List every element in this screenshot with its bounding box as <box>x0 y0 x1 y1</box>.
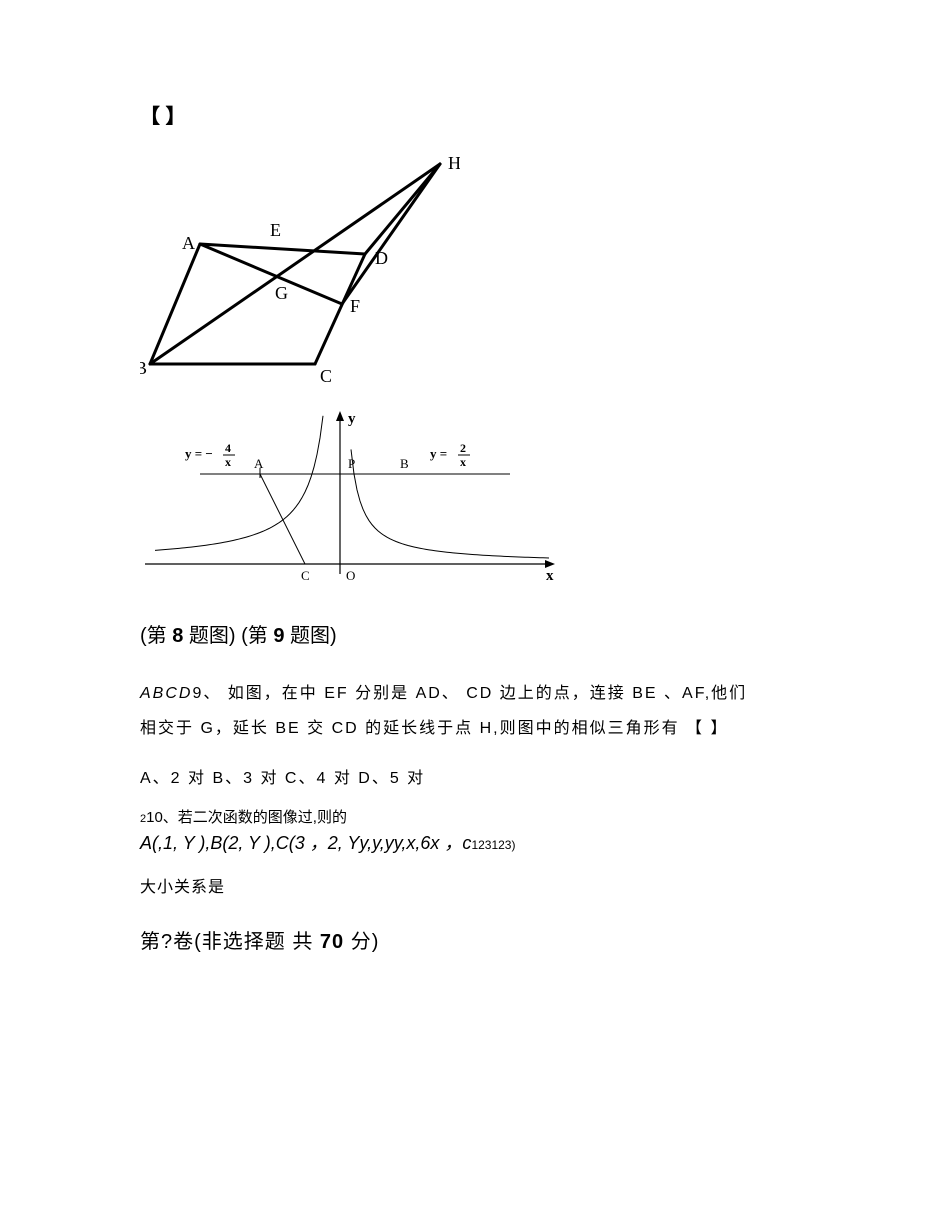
caption-n2: 9 <box>273 625 284 647</box>
q9-lead-rest: 9、 如图，在中 EF 分别是 AD、 CD 边上的点，连接 BE 、AF,他们 <box>192 685 747 702</box>
svg-text:G: G <box>275 283 288 303</box>
caption-pre1: (第 <box>140 625 172 647</box>
svg-text:B: B <box>140 358 147 378</box>
svg-text:A: A <box>182 233 195 253</box>
q9-italic-lead: ABCD <box>140 685 192 702</box>
svg-text:x: x <box>460 455 466 469</box>
q10-line2-main: A(,1, Y ),B(2, Y ),C(3 ，2, Yy,y,yy,x,6x … <box>140 833 471 853</box>
figure-8: A B C D E F G H <box>140 149 810 399</box>
section-num: 70 <box>320 931 344 953</box>
svg-text:C: C <box>320 366 332 386</box>
q10-line1-rest: 10、若二次函数的图像过,则的 <box>146 809 347 826</box>
q9-line2: 相交于 G，延长 BE 交 CD 的延长线于点 H,则图中的相似三角形有 【 】 <box>140 720 728 737</box>
caption-post: 题图) <box>284 625 336 647</box>
svg-text:O: O <box>346 568 355 583</box>
section-2-title: 第?卷(非选择题 共 70 分) <box>140 925 810 954</box>
svg-text:y = −: y = − <box>185 446 213 461</box>
svg-text:E: E <box>270 220 281 240</box>
question-10-line1: 210、若二次函数的图像过,则的 <box>140 806 810 827</box>
section-post: 分) <box>344 931 379 953</box>
q10-line2-sub: 123123) <box>471 838 515 852</box>
svg-text:x: x <box>546 568 554 584</box>
caption-n1: 8 <box>172 625 183 647</box>
svg-text:F: F <box>350 296 360 316</box>
svg-text:4: 4 <box>225 441 231 455</box>
svg-text:D: D <box>375 248 388 268</box>
figure-caption: (第 8 题图) (第 9 题图) <box>140 619 810 648</box>
svg-text:A: A <box>254 456 264 471</box>
svg-text:P: P <box>348 456 355 471</box>
svg-text:y: y <box>348 411 356 427</box>
svg-text:2: 2 <box>460 441 466 455</box>
svg-text:C: C <box>301 568 310 583</box>
question-10-line3: 大小关系是 <box>140 873 810 897</box>
svg-text:H: H <box>448 153 460 173</box>
svg-text:x: x <box>225 455 231 469</box>
svg-text:B: B <box>400 456 409 471</box>
answer-bracket: 【 】 <box>140 100 810 129</box>
question-9: ABCD9、 如图，在中 EF 分别是 AD、 CD 边上的点，连接 BE 、A… <box>140 676 810 746</box>
caption-mid1: 题图) (第 <box>183 625 273 647</box>
svg-text:y =: y = <box>430 446 447 461</box>
question-9-choices: A、2 对 B、3 对 C、4 对 D、5 对 <box>140 764 810 788</box>
section-pre: 第?卷(非选择题 共 <box>140 931 320 953</box>
question-10-line2: A(,1, Y ),B(2, Y ),C(3 ，2, Yy,y,yy,x,6x … <box>140 829 810 855</box>
figure-9: yxOAPBCy = −4xy = 2x <box>140 409 810 599</box>
